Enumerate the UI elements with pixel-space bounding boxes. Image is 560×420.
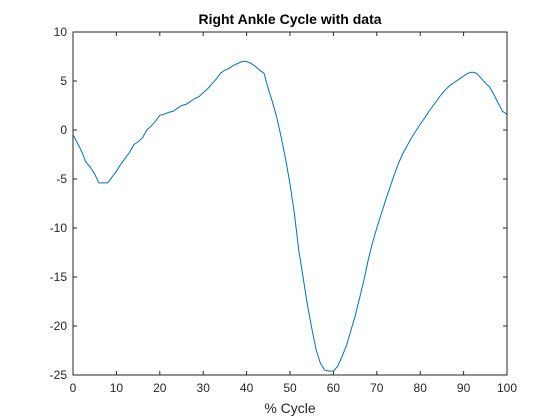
y-tick-label: -10: [50, 221, 68, 235]
x-axis-label: % Cycle: [264, 400, 316, 416]
x-tick-label: 100: [497, 381, 517, 395]
series-line: [72, 60, 508, 372]
x-tick-label: 90: [457, 381, 471, 395]
y-tick-label: 10: [54, 25, 68, 39]
y-tick-label: -5: [56, 172, 67, 186]
y-tick-label: 0: [60, 123, 67, 137]
plot-area: [73, 32, 507, 375]
x-tick-label: 10: [110, 381, 124, 395]
y-tick-label: 5: [60, 74, 67, 88]
x-tick-label: 30: [197, 381, 211, 395]
x-tick-label: 70: [370, 381, 384, 395]
x-axis: 0 10 20 30 40 50 60 70 80 90 100: [70, 32, 517, 395]
x-tick-label: 0: [70, 381, 77, 395]
x-tick-label: 80: [414, 381, 428, 395]
x-tick-label: 50: [283, 381, 297, 395]
x-tick-label: 60: [327, 381, 341, 395]
chart-title: Right Ankle Cycle with data: [198, 11, 381, 27]
y-tick-label: -25: [50, 368, 68, 382]
axes-box: [72, 31, 508, 376]
x-tick-label: 20: [153, 381, 167, 395]
x-tick-label: 40: [240, 381, 254, 395]
y-tick-label: -20: [50, 319, 68, 333]
y-tick-label: -15: [50, 270, 68, 284]
